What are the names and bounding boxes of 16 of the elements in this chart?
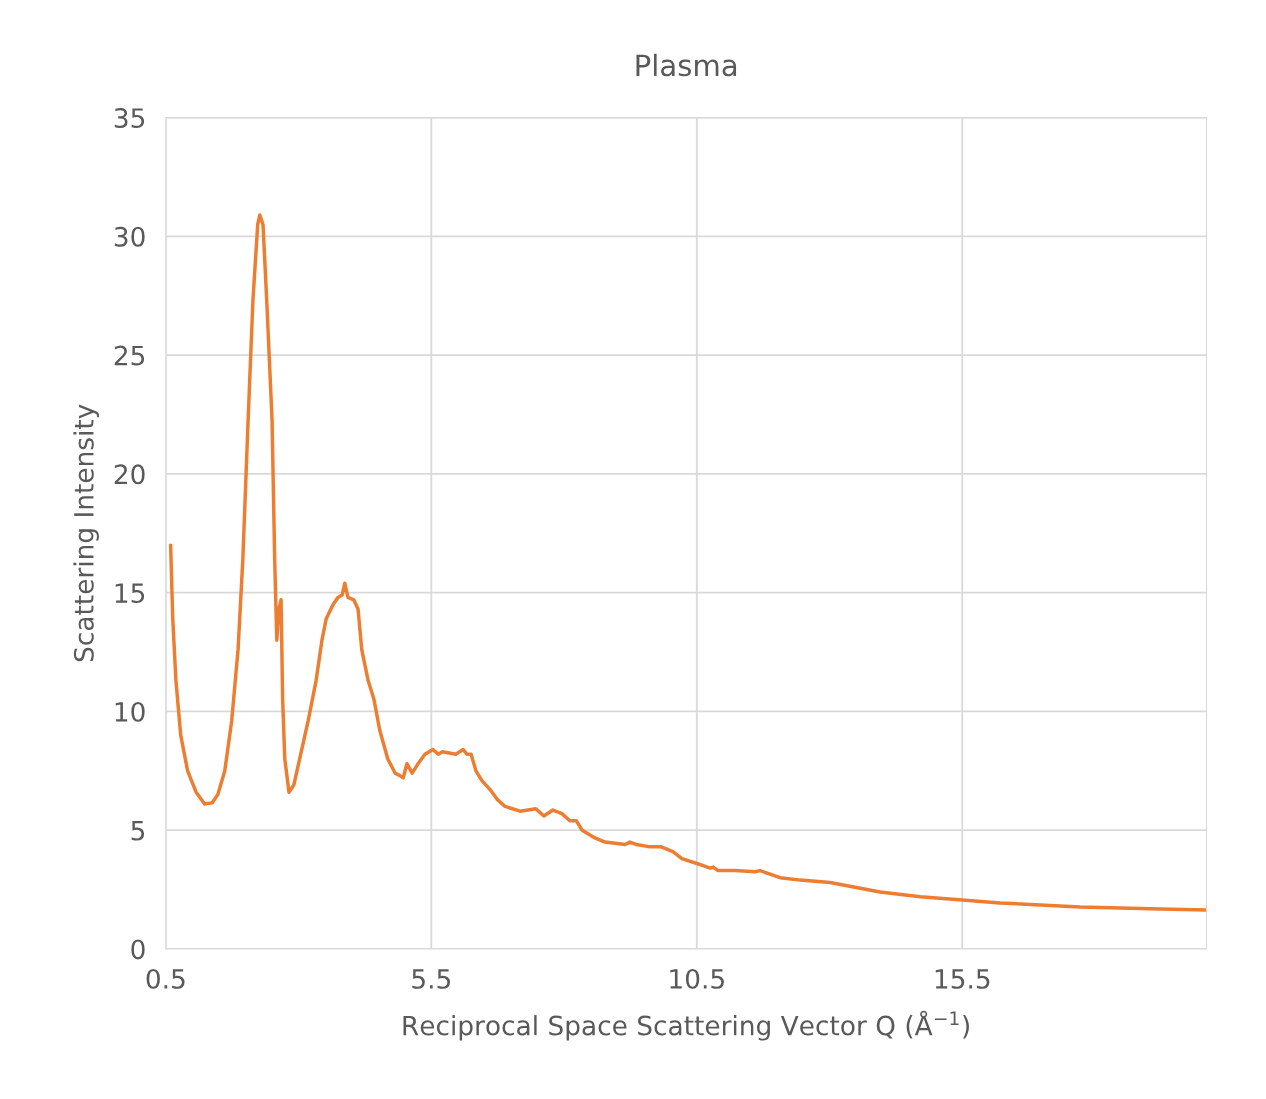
y-tick-label: 10	[115, 701, 145, 722]
y-axis-title: Scattering Intensity	[73, 404, 99, 662]
x-axis-title: Reciprocal Space Scattering Vector Q (Å$^{−1}$)	[403, 1010, 969, 1041]
y-tick-label: 30	[114, 226, 145, 247]
x-tick-label: 10.5	[670, 968, 724, 989]
chart-title: Plasma	[636, 53, 737, 77]
x-tick-label: 0.5	[146, 968, 185, 989]
y-tick-label: 15	[115, 583, 145, 604]
y-tick-label: 5	[131, 821, 145, 841]
x-tick-label: 5.5	[412, 969, 450, 989]
x-tick-label: 15.5	[935, 969, 990, 989]
y-tick-label: 35	[114, 108, 145, 128]
y-tick-label: 0	[131, 939, 145, 960]
line-series	[168, 213, 1207, 912]
y-tick-label: 25	[114, 345, 145, 366]
y-tick-label: 20	[114, 464, 145, 485]
